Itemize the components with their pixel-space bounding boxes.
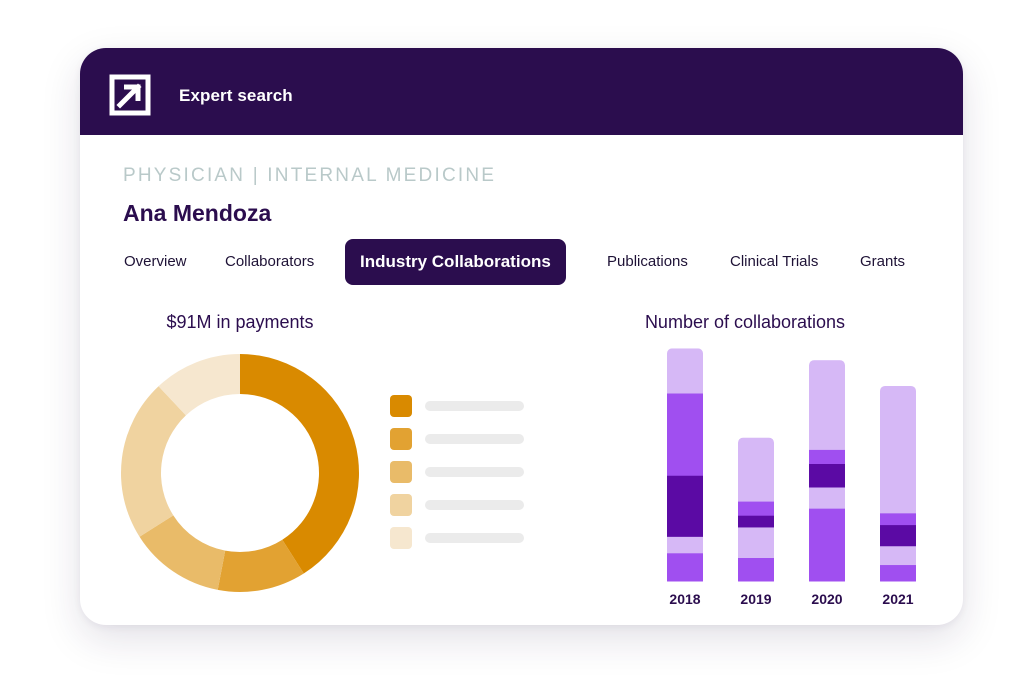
bar-segment [880, 385, 916, 514]
bar-segment [738, 515, 774, 528]
legend-swatch [390, 494, 412, 516]
tab-industry-collaborations[interactable]: Industry Collaborations [345, 239, 566, 285]
profile-tabs: Overview Collaborators Industry Collabor… [80, 239, 963, 285]
bar-segment [667, 552, 703, 582]
legend-swatch [390, 461, 412, 483]
legend-label-placeholder [425, 500, 524, 510]
bar-segment [880, 545, 916, 566]
tab-publications[interactable]: Publications [607, 253, 688, 270]
legend-swatch [390, 527, 412, 549]
specialty-label: PHYSICIAN | INTERNAL MEDICINE [123, 165, 497, 186]
donut-slice [121, 386, 186, 537]
bar-segment [738, 557, 774, 582]
tab-grants[interactable]: Grants [860, 253, 906, 270]
payments-chart-title: $91M in payments [166, 312, 314, 332]
tab-clinical-trials[interactable]: Clinical Trials [730, 253, 819, 270]
legend-label-placeholder [425, 533, 524, 543]
bar-2020 [809, 360, 845, 582]
bar-segment [738, 526, 774, 558]
bar-segment [880, 564, 916, 582]
bar-segment [667, 393, 703, 476]
legend-item [390, 428, 525, 450]
donut-slice [217, 539, 304, 592]
bar-segment [809, 449, 845, 464]
bar-2018 [667, 348, 703, 582]
expert-profile-card: Expert search PHYSICIAN | INTERNAL MEDIC… [80, 48, 963, 625]
tab-overview[interactable]: Overview [124, 253, 187, 270]
bar-segment [667, 475, 703, 537]
legend-label-placeholder [425, 401, 524, 411]
bar-segment [809, 487, 845, 509]
collaborations-bar-chart: 20182019202020212022 [667, 348, 916, 607]
expert-name: Ana Mendoza [123, 200, 272, 226]
legend-item [390, 395, 525, 417]
arrow-box-icon[interactable] [109, 74, 151, 116]
bar-2021 [880, 385, 916, 582]
legend-label-placeholder [425, 434, 524, 444]
bar-segment [809, 360, 845, 450]
legend-item [390, 494, 525, 516]
donut-slice [158, 354, 240, 416]
donut-slice [139, 515, 226, 590]
bar-segment [738, 437, 774, 502]
bar-segment [809, 508, 845, 582]
x-tick-label: 2018 [669, 591, 700, 607]
bar-segment [809, 463, 845, 488]
bar-segment [880, 512, 916, 526]
bar-2019 [738, 437, 774, 582]
x-tick-label: 2019 [740, 591, 771, 607]
legend-item [390, 527, 525, 549]
collaborations-chart-title: Number of collaborations [644, 312, 846, 332]
legend-swatch [390, 428, 412, 450]
legend-label-placeholder [425, 467, 524, 477]
bar-segment [667, 536, 703, 554]
donut-slice [240, 354, 359, 574]
payments-donut-chart [121, 354, 359, 592]
bar-segment [738, 501, 774, 516]
app-header: Expert search [80, 48, 963, 135]
legend-item [390, 461, 525, 483]
legend-swatch [390, 395, 412, 417]
x-tick-label: 2020 [811, 591, 842, 607]
bar-segment [880, 524, 916, 547]
bar-segment [667, 348, 703, 394]
app-title: Expert search [179, 86, 293, 105]
tab-collaborators[interactable]: Collaborators [225, 253, 315, 270]
x-tick-label: 2021 [882, 591, 913, 607]
